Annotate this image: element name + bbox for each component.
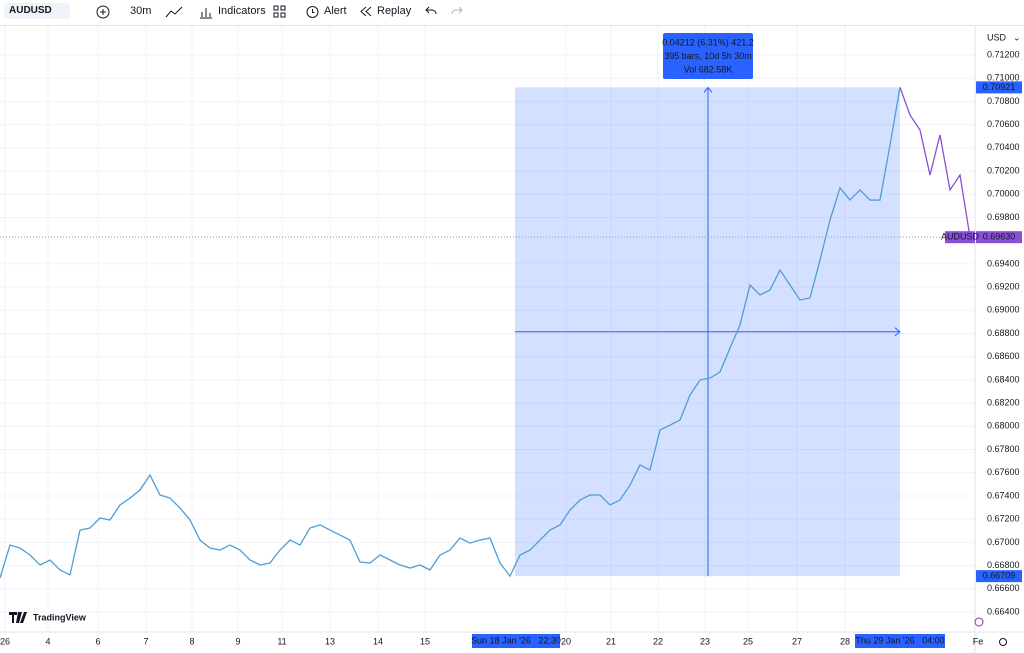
measure-text: 0.04212 (6.31%) 421.2 xyxy=(662,37,754,47)
arrow-head xyxy=(894,327,901,337)
scale-icon xyxy=(974,617,984,627)
replay[interactable]: Replay xyxy=(377,5,412,17)
symbol-tag-label: AUDUSD xyxy=(941,232,980,242)
y-tick-label: 0.70800 xyxy=(987,96,1020,106)
watermark-logo xyxy=(9,612,27,623)
x-tick-label: Fe xyxy=(973,636,984,646)
x-tick-label: 11 xyxy=(277,636,286,646)
crosshair-time-label: Sun 18 Jan '26 22:30 xyxy=(471,635,561,645)
currency-caret: ⌄ xyxy=(1013,32,1021,42)
settings-icon xyxy=(999,638,1007,646)
watermark: TradingView xyxy=(33,612,87,622)
y-tick-label: 0.71200 xyxy=(987,49,1020,59)
alert[interactable]: Alert xyxy=(324,5,347,17)
crosshair-time-label: Thu 29 Jan '26 04:00 xyxy=(855,635,944,645)
x-tick-label: 27 xyxy=(792,636,802,646)
measure-tooltip xyxy=(663,33,753,79)
y-tick-label: 0.69200 xyxy=(987,281,1020,291)
y-tick-label: 0.66800 xyxy=(987,560,1020,570)
layout-icon[interactable] xyxy=(273,5,286,18)
add-icon[interactable] xyxy=(96,5,110,19)
x-tick-label: 14 xyxy=(373,636,383,646)
y-tick-label: 0.66400 xyxy=(987,606,1020,616)
toolbar: AUDUSD 30m Indicators Alert Replay xyxy=(0,0,1024,26)
price-line xyxy=(899,87,971,238)
y-tick-label: 0.69800 xyxy=(987,212,1020,222)
price-tag-label: 0.69630 xyxy=(983,232,1016,242)
price-tag-label: 0.70921 xyxy=(983,82,1016,92)
x-tick-label: 20 xyxy=(561,636,571,646)
y-tick-label: 0.67200 xyxy=(987,514,1020,524)
y-tick-label: 0.69400 xyxy=(987,258,1020,268)
y-tick-label: 0.68200 xyxy=(987,398,1020,408)
y-tick-label: 0.67000 xyxy=(987,537,1020,547)
x-tick-label: 26 xyxy=(0,636,10,646)
arrow-head xyxy=(703,86,713,93)
y-tick-label: 0.70400 xyxy=(987,142,1020,152)
measure-text: Vol 682.58K xyxy=(684,64,733,74)
chart-type-icon[interactable] xyxy=(165,5,183,19)
price-tag-label: 0.66709 xyxy=(983,571,1016,581)
y-tick-label: 0.67400 xyxy=(987,490,1020,500)
measure-text: 395 bars, 10d 5h 30m xyxy=(664,51,752,61)
y-tick-label: 0.68400 xyxy=(987,374,1020,384)
x-tick-label: 15 xyxy=(420,636,430,646)
x-tick-label: 23 xyxy=(700,636,710,646)
x-tick-label: 7 xyxy=(143,636,148,646)
redo-icon[interactable] xyxy=(451,6,463,16)
x-tick-label: 28 xyxy=(840,636,850,646)
y-tick-label: 0.67800 xyxy=(987,444,1020,454)
x-tick-label: 13 xyxy=(325,636,335,646)
x-tick-label: 22 xyxy=(653,636,663,646)
symbol[interactable]: AUDUSD xyxy=(9,5,52,16)
currency: USD xyxy=(987,32,1007,42)
y-tick-label: 0.68600 xyxy=(987,351,1020,361)
replay-icon[interactable] xyxy=(360,6,372,17)
symbol-tag xyxy=(945,231,975,244)
indicators-icon[interactable] xyxy=(199,5,213,19)
crosshair-time-tag xyxy=(472,634,560,648)
symbol-box[interactable] xyxy=(4,3,70,19)
indicators[interactable]: Indicators xyxy=(218,5,266,17)
price-tag xyxy=(976,231,1022,244)
x-tick-label: 4 xyxy=(45,636,50,646)
x-tick-label: 9 xyxy=(235,636,240,646)
y-tick-label: 0.69000 xyxy=(987,305,1020,315)
x-tick-label: 21 xyxy=(606,636,616,646)
undo-icon[interactable] xyxy=(425,6,437,16)
y-tick-label: 0.70200 xyxy=(987,165,1020,175)
alert-icon[interactable] xyxy=(305,4,320,19)
y-tick-label: 0.68000 xyxy=(987,421,1020,431)
x-tick-label: 6 xyxy=(95,636,100,646)
y-tick-label: 0.66600 xyxy=(987,583,1020,593)
price-line xyxy=(0,87,901,579)
price-tag xyxy=(976,570,1022,583)
x-tick-label: 8 xyxy=(189,636,194,646)
y-tick-label: 0.68800 xyxy=(987,328,1020,338)
crosshair-time-tag xyxy=(855,634,945,648)
price-tag xyxy=(976,81,1022,94)
y-tick-label: 0.70600 xyxy=(987,119,1020,129)
y-tick-label: 0.70000 xyxy=(987,189,1020,199)
y-tick-label: 0.67600 xyxy=(987,467,1020,477)
y-tick-label: 0.71000 xyxy=(987,73,1020,83)
interval[interactable]: 30m xyxy=(130,5,152,17)
x-tick-label: 25 xyxy=(743,636,753,646)
